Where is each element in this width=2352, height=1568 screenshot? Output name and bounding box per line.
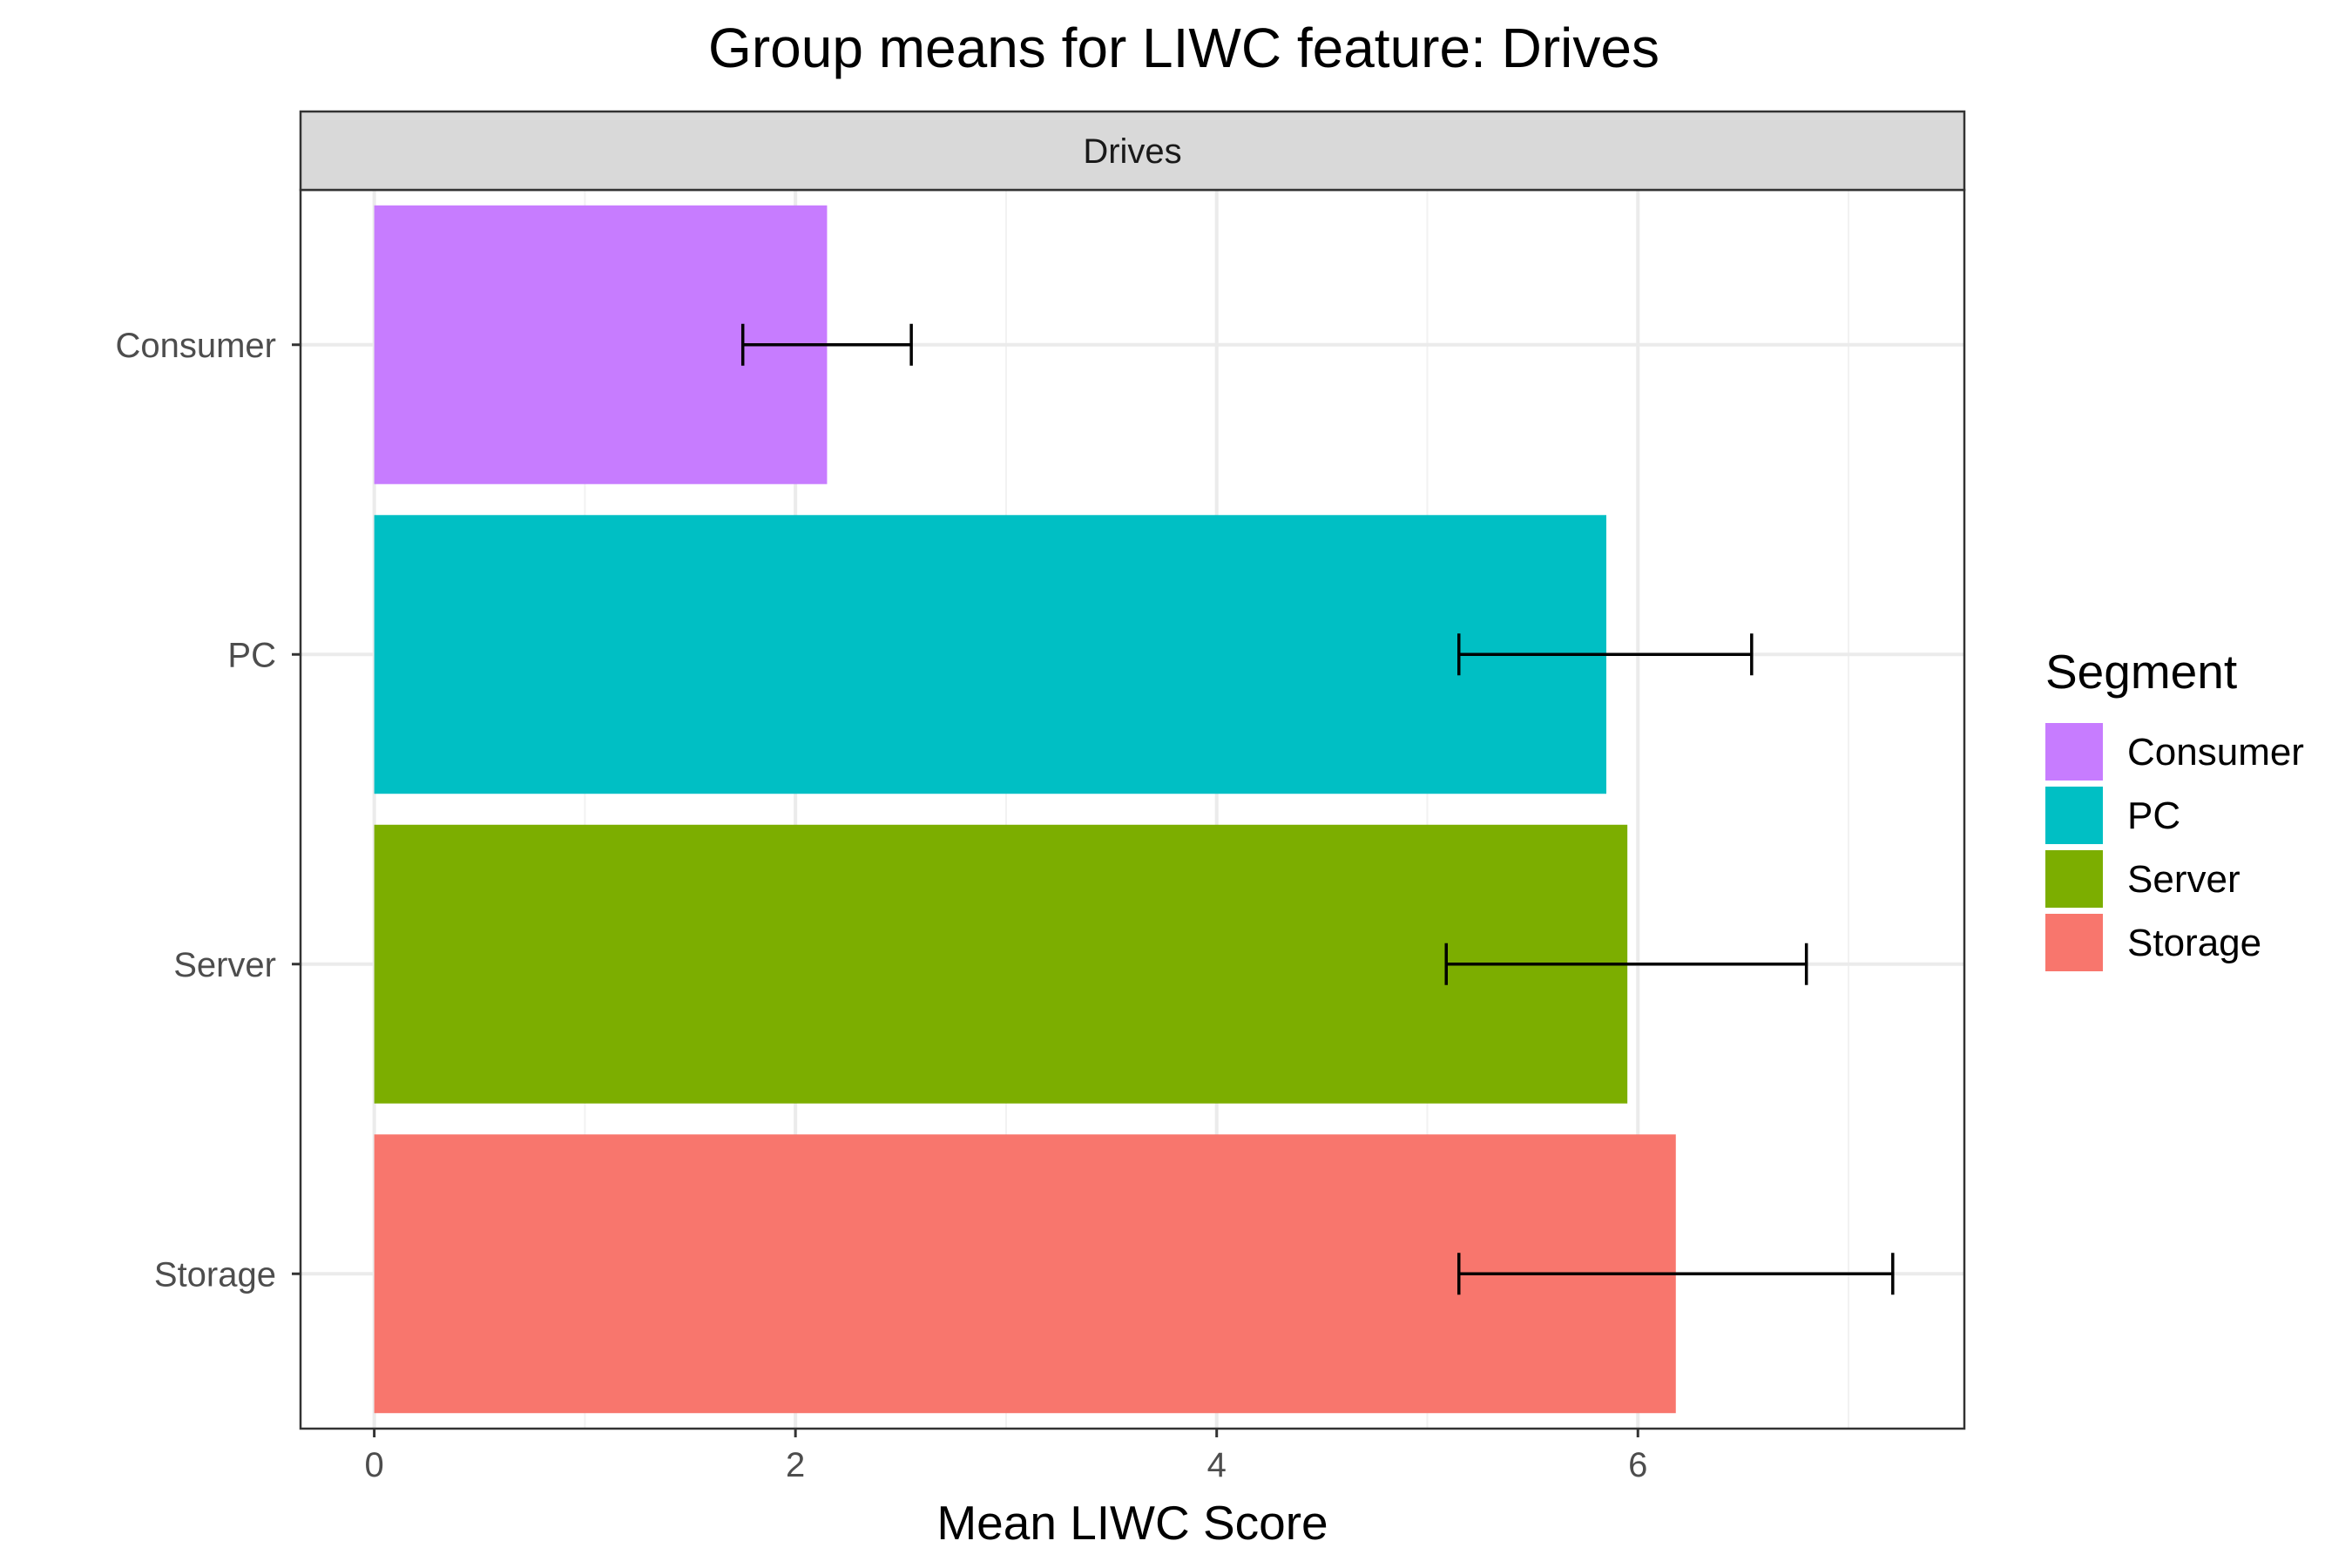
y-tick-label: PC: [227, 636, 276, 674]
facet-strip: [299, 110, 1966, 192]
x-axis-title: Mean LIWC Score: [936, 1496, 1328, 1550]
legend-label-storage: Storage: [2127, 922, 2261, 964]
legend-key-pc: [2045, 787, 2103, 844]
legend-label-pc: PC: [2127, 794, 2180, 837]
legend-title: Segment: [2045, 645, 2237, 699]
bar-server: [374, 824, 1628, 1104]
y-axis: Consumer PC Server Storage: [115, 327, 301, 1294]
y-tick-label: Storage: [154, 1255, 276, 1294]
error-bar-consumer: [740, 323, 913, 366]
x-tick-label: 2: [786, 1446, 805, 1484]
legend-key-server: [2045, 850, 2103, 908]
legend-key-storage: [2045, 914, 2103, 971]
error-bars: [740, 323, 1895, 1295]
legend-label-consumer: Consumer: [2127, 731, 2304, 774]
y-tick-label: Consumer: [115, 327, 276, 365]
x-tick-label: 4: [1207, 1446, 1227, 1484]
legend-key-consumer: [2045, 723, 2103, 781]
bar-pc: [374, 515, 1606, 794]
error-bar-server: [1444, 943, 1808, 985]
error-bar-storage: [1456, 1253, 1895, 1295]
legend: Segment Consumer PC Server Storage: [2045, 645, 2304, 971]
chart-title: Group means for LIWC feature: Drives: [708, 17, 1659, 79]
x-tick-label: 0: [364, 1446, 383, 1484]
error-bar-pc: [1456, 633, 1754, 676]
x-axis: 0 2 4 6: [364, 1429, 1647, 1484]
facet-strip-label: Drives: [1083, 132, 1181, 171]
legend-label-server: Server: [2127, 858, 2240, 901]
x-tick-label: 6: [1628, 1446, 1647, 1484]
y-tick-label: Server: [173, 946, 276, 984]
